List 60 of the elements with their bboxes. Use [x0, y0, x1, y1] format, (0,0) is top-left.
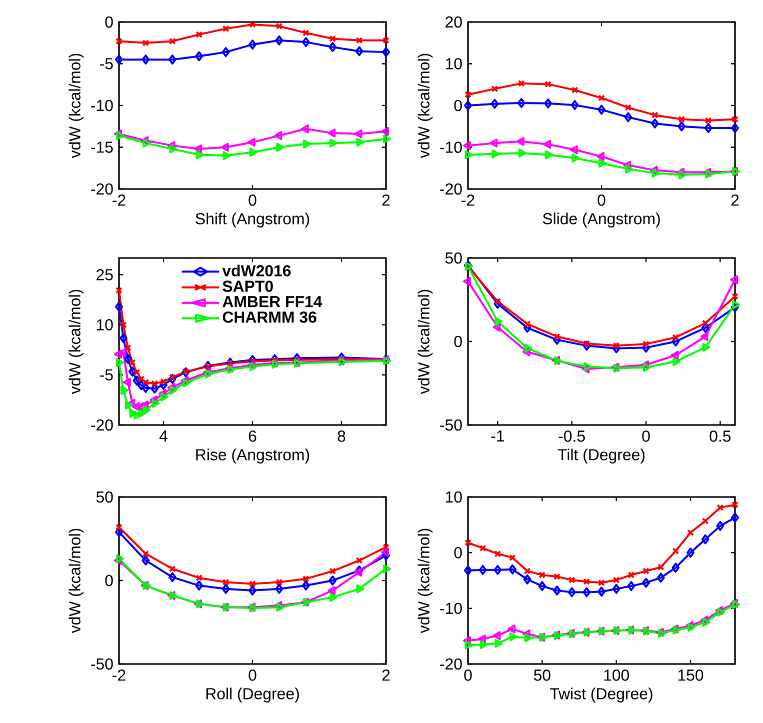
y-axis-title: vdW (kcal/mol) — [68, 290, 84, 394]
y-tick-label: -20 — [91, 183, 113, 195]
y-tick-label: -20 — [440, 658, 462, 670]
x-tick-label: 0 — [598, 194, 606, 206]
legend-label: CHARMM 36 — [222, 311, 316, 323]
x-tick-label: 100 — [604, 670, 629, 681]
x-tick-label: 6 — [248, 430, 256, 442]
y-tick-label: 0 — [105, 574, 113, 586]
y-tick-label: 50 — [96, 491, 113, 503]
x-tick-label: 8 — [338, 430, 346, 442]
y-axis-title: vdW (kcal/mol) — [68, 528, 84, 634]
y-tick-label: -50 — [91, 658, 113, 670]
x-axis-title: Tilt (Degree) — [558, 448, 644, 464]
x-tick-label: 150 — [678, 670, 704, 681]
y-tick-label: 10 — [446, 491, 462, 503]
y-tick-label: 0 — [454, 336, 462, 348]
y-tick-label: -20 — [91, 419, 113, 431]
y-tick-label: -50 — [440, 419, 462, 431]
x-tick-label: 2 — [731, 194, 739, 206]
y-axis-title: vdW (kcal/mol) — [68, 54, 84, 158]
x-tick-label: 4 — [159, 430, 168, 442]
x-axis-title: Rise (Angstrom) — [196, 448, 310, 464]
y-tick-label: 0 — [454, 547, 462, 558]
x-tick-label: 0.5 — [710, 430, 731, 442]
x-tick-label: 50 — [534, 670, 550, 681]
y-tick-label: 10 — [96, 319, 113, 330]
x-tick-label: -2 — [112, 670, 126, 681]
y-axis-title: vdW (kcal/mol) — [418, 290, 433, 394]
y-tick-label: 0 — [105, 16, 113, 28]
x-tick-label: -0.5 — [558, 430, 585, 442]
x-tick-label: 2 — [382, 194, 390, 206]
x-axis-title: Slide (Angstrom) — [542, 212, 660, 228]
x-axis-title: Shift (Angstrom) — [196, 212, 310, 228]
y-tick-label: 0 — [454, 100, 462, 112]
x-tick-label: 0 — [464, 670, 472, 681]
y-tick-label: -15 — [91, 142, 113, 153]
y-axis-title: vdW (kcal/mol) — [418, 54, 433, 158]
y-tick-label: -10 — [440, 602, 462, 614]
x-tick-label: -2 — [112, 194, 126, 206]
y-tick-label: -5 — [100, 369, 113, 380]
x-tick-label: -1 — [491, 430, 504, 442]
x-tick-label: 0 — [642, 430, 650, 442]
x-axis-title: Twist (Degree) — [550, 688, 652, 703]
y-tick-label: 50 — [445, 252, 462, 264]
legend-label: vdW2016 — [222, 264, 291, 276]
y-tick-label: 20 — [446, 16, 462, 28]
legend-label: AMBER FF14 — [222, 296, 322, 308]
y-tick-label: -10 — [440, 142, 462, 153]
y-tick-label: 25 — [96, 269, 113, 280]
x-tick-label: 0 — [248, 670, 256, 681]
y-axis-title: vdW (kcal/mol) — [418, 528, 433, 634]
legend-label: SAPT0 — [222, 280, 273, 292]
y-tick-label: 10 — [446, 58, 462, 70]
x-tick-label: 2 — [382, 670, 390, 681]
y-tick-label: -10 — [91, 100, 113, 112]
y-tick-label: -20 — [440, 183, 462, 195]
x-axis-title: Roll (Degree) — [206, 688, 299, 703]
y-tick-label: -5 — [100, 58, 113, 70]
x-tick-label: 0 — [248, 194, 256, 206]
x-tick-label: -2 — [462, 194, 474, 206]
